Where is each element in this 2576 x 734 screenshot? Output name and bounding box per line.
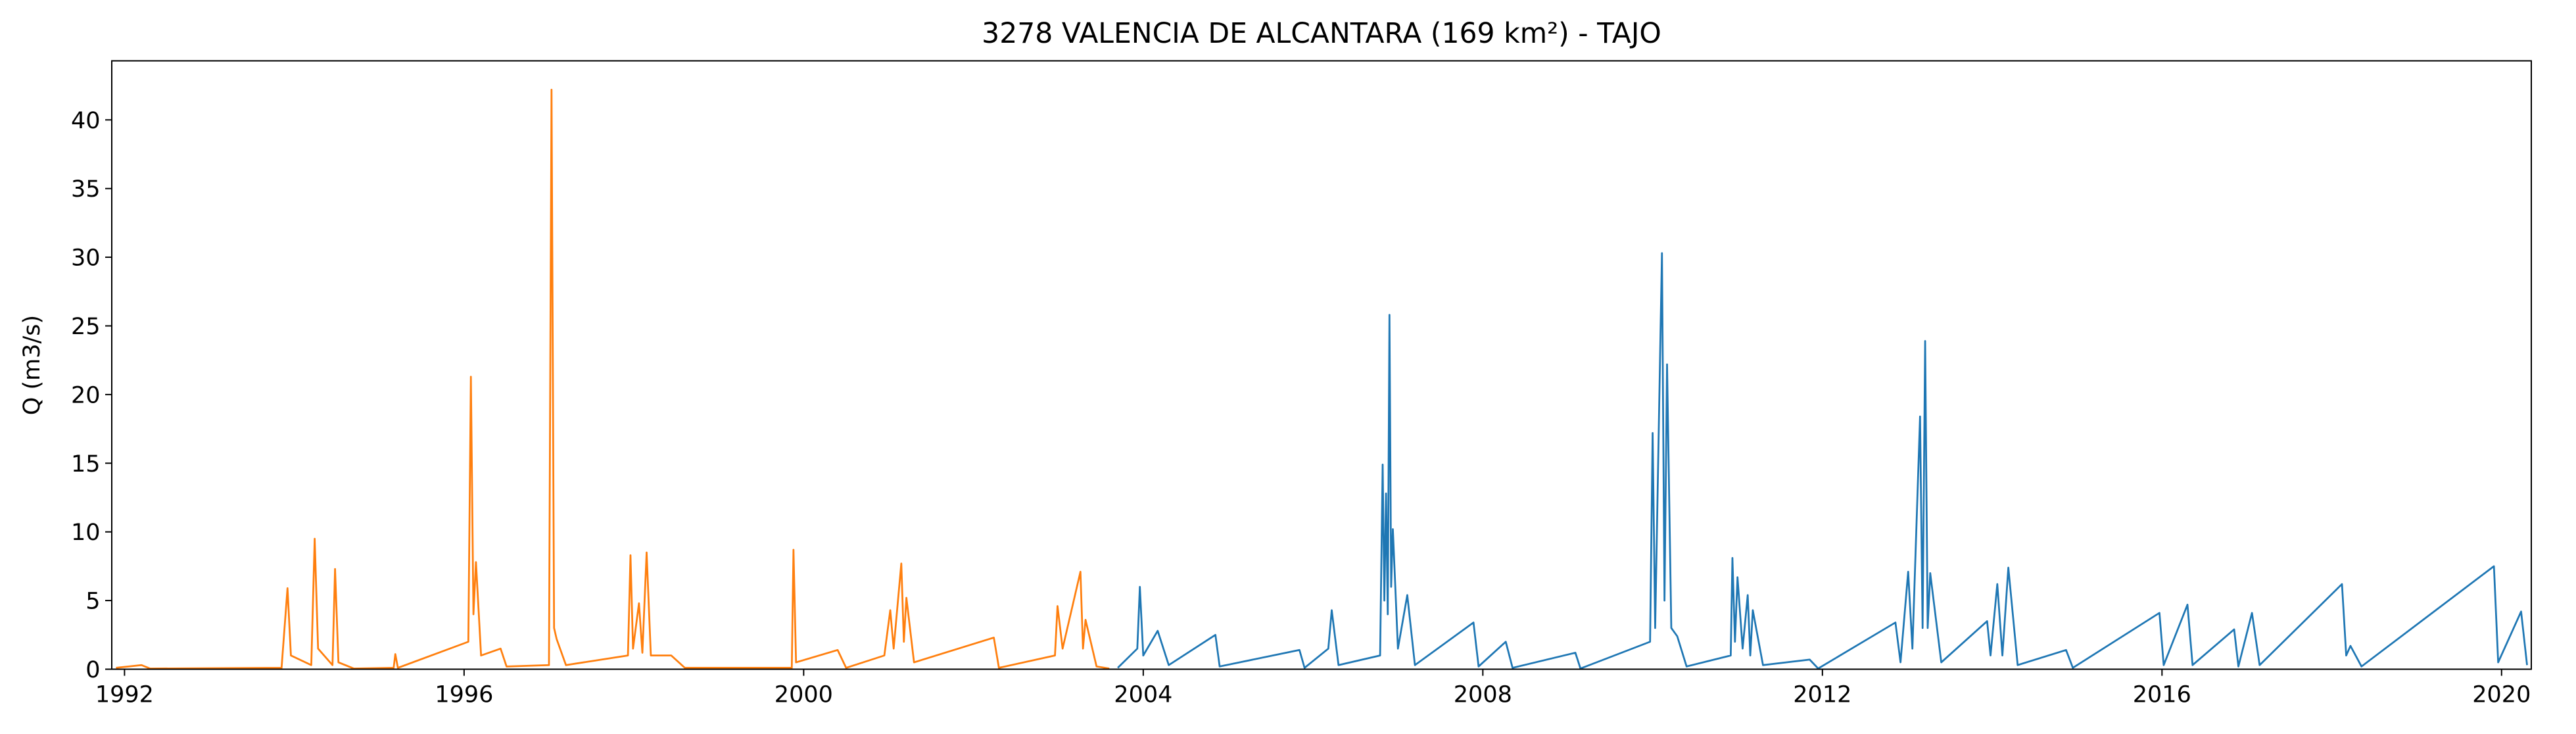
y-tick-label: 20 xyxy=(71,382,101,408)
series-line xyxy=(116,88,1110,670)
chart-title: 3278 VALENCIA DE ALCANTARA (169 km²) - T… xyxy=(982,18,1661,50)
y-tick-label: 40 xyxy=(71,108,101,134)
x-tick-label: 2008 xyxy=(1454,682,1512,708)
y-tick-label: 5 xyxy=(85,589,100,615)
y-tick-label: 25 xyxy=(71,314,101,340)
x-tick-label: 2004 xyxy=(1114,682,1172,708)
plot-frame xyxy=(111,60,2533,670)
y-tick-label: 10 xyxy=(71,520,101,546)
x-tick-label: 1992 xyxy=(95,682,154,708)
x-tick-label: 2012 xyxy=(1793,682,1851,708)
y-tick-label: 35 xyxy=(71,176,101,203)
y-axis-label: Q (m3/s) xyxy=(19,315,45,415)
series-line xyxy=(1117,252,2528,670)
y-tick-label: 30 xyxy=(71,245,101,272)
y-tick-label: 0 xyxy=(85,657,100,683)
x-tick-label: 1996 xyxy=(435,682,493,708)
y-tick-label: 15 xyxy=(71,451,101,477)
x-tick-label: 2016 xyxy=(2133,682,2191,708)
x-tick-label: 2020 xyxy=(2472,682,2531,708)
x-tick-label: 2000 xyxy=(775,682,833,708)
